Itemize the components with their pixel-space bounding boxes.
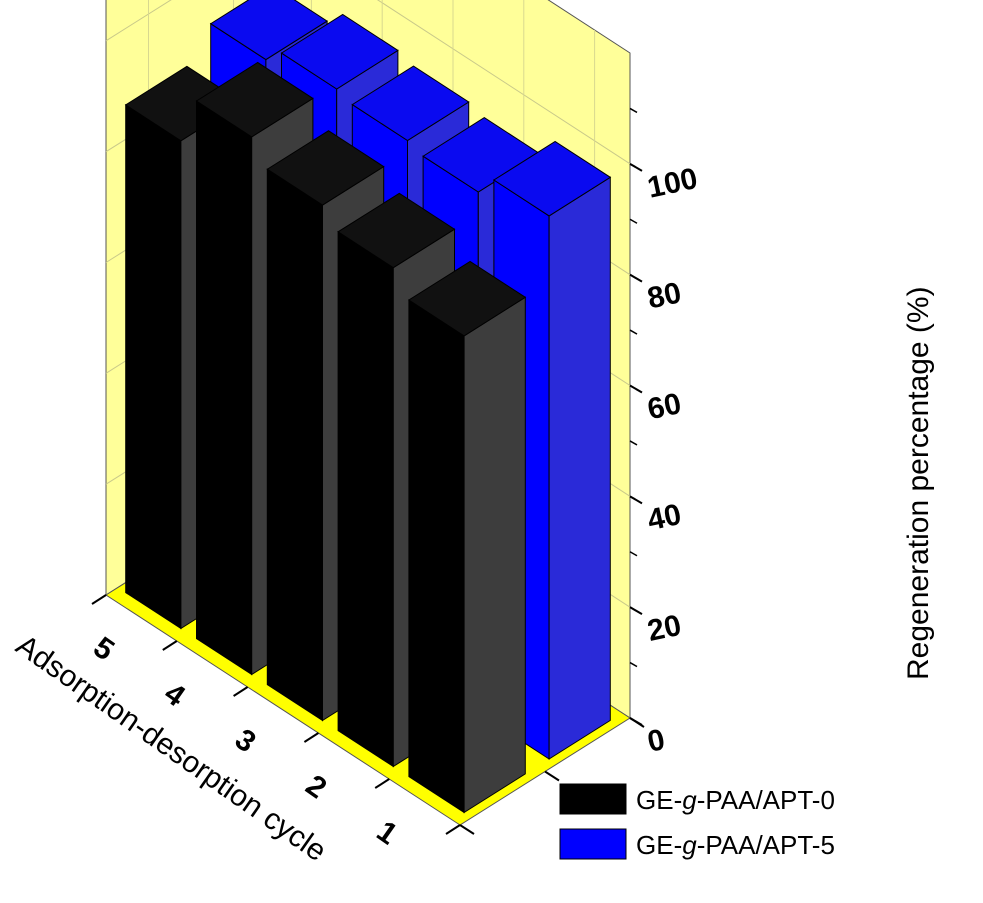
series-tick [544,770,560,782]
y-tick-label: 100 [645,162,701,205]
y-tick-label: 60 [645,387,685,426]
legend-entry-text: -PAA/APT-5 [697,830,835,860]
y-axis-label: Regeneration percentage (%) [902,286,935,680]
y-tick [629,495,643,505]
bar-side-face [548,176,611,760]
y-tick-label: 0 [645,723,668,759]
legend-entry-text: GE- [636,830,682,860]
y-minor-tick [629,440,638,446]
y-tick-label: 80 [645,276,685,315]
bar-top-face [351,65,470,142]
series-tick [459,824,475,835]
legend-entry-text: -PAA/APT-0 [697,785,835,815]
legend-entry-text: g [682,830,697,860]
bar-front-face [196,100,253,676]
bar-front-face [125,103,182,630]
x-tick [374,778,390,789]
bar-side-face [463,296,526,814]
bar-top-face [209,0,329,61]
y-tick [629,606,643,616]
legend-entry-label: GE-g-PAA/APT-5 [636,830,835,860]
gridline [105,0,631,165]
y-tick-label: 20 [645,609,685,648]
bar-top-face [492,140,612,217]
series-tick [629,717,645,728]
x-tick-label: 5 [87,631,120,668]
bar-top-face [195,61,314,138]
bar-GE-g-PAA/APT-0-cycle-1 [407,260,527,814]
legend-entry-label: GE-g-PAA/APT-0 [636,785,835,815]
bar-top-face [280,13,399,90]
bar-front-face [408,299,465,814]
y-tick [629,273,643,283]
x-tick-label: 3 [229,723,262,760]
legend: GE-g-PAA/APT-0GE-g-PAA/APT-5 [559,783,835,860]
x-tick-label: 1 [371,815,404,852]
y-tick [629,162,643,172]
x-tick-label: 2 [300,769,333,806]
y-tick-label: 40 [645,498,685,537]
y-minor-tick [629,107,638,114]
legend-entry-text: g [682,785,697,815]
legend-entry-text: GE- [636,785,682,815]
x-tick-label: 4 [158,677,191,714]
bar-top-face [337,192,456,269]
bar-top-face [407,260,527,337]
x-tick [445,824,461,835]
legend-swatch [559,783,627,815]
bar-front-face [266,168,323,722]
bar-top-face [266,130,385,206]
bar-front-face [337,230,394,768]
x-tick [162,640,178,651]
x-tick [91,594,107,605]
y-minor-tick [629,329,638,335]
y-minor-tick [629,218,638,224]
y-minor-tick [629,551,638,557]
chart-bars [124,0,612,814]
y-minor-tick [629,661,638,668]
x-tick [303,732,319,743]
x-tick [233,686,249,697]
legend-swatch [559,828,627,860]
y-tick [629,384,643,394]
